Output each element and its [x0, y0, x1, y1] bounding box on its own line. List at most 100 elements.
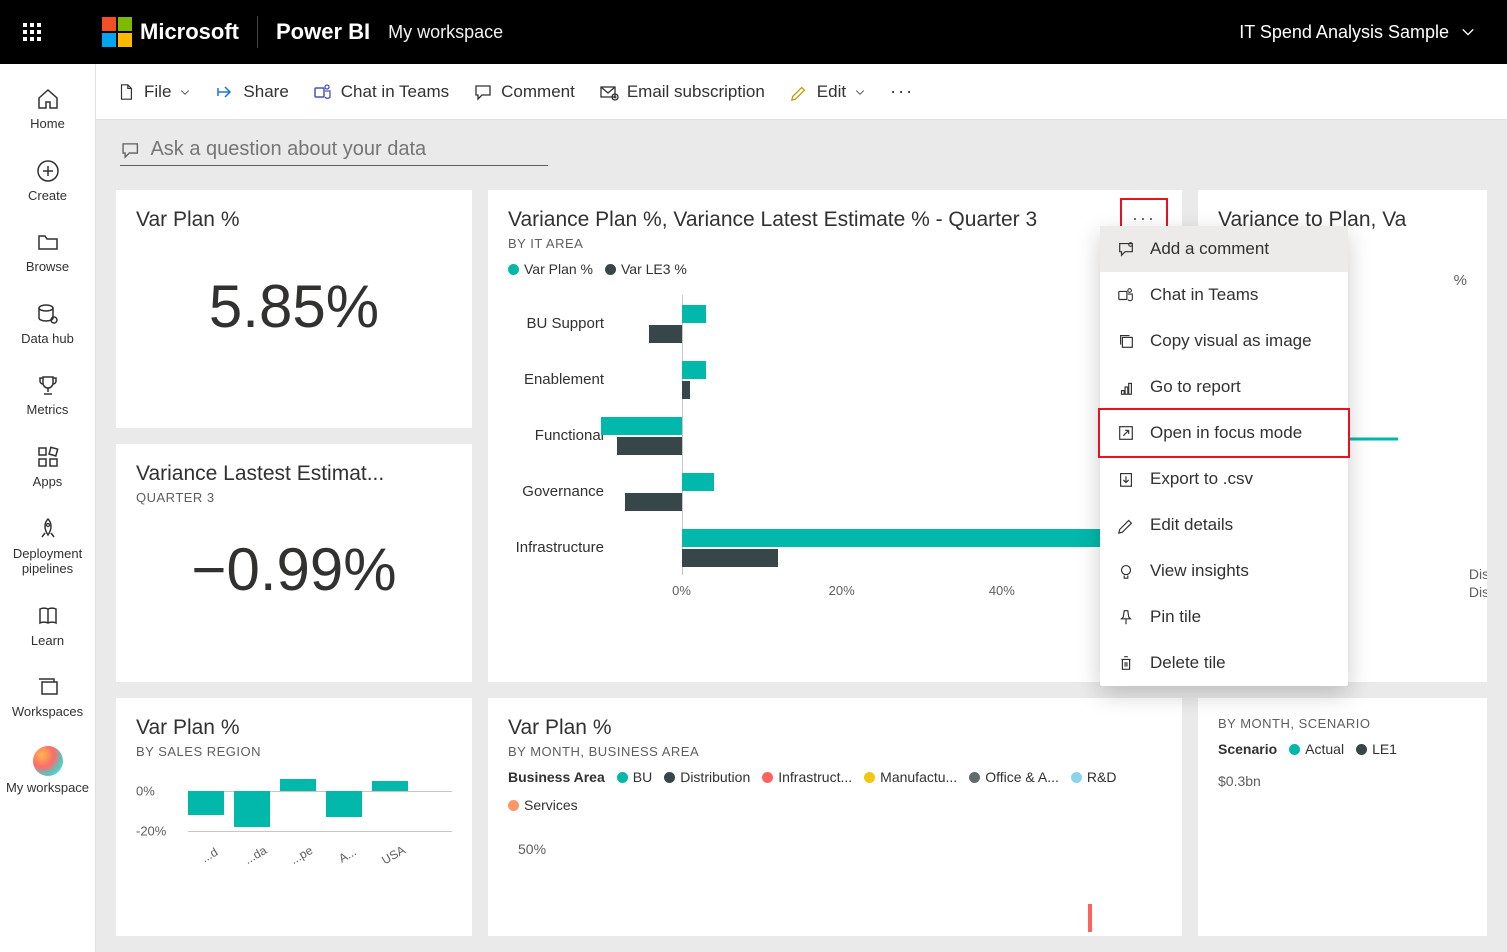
nav-workspaces[interactable]: Workspaces — [0, 670, 95, 724]
column-chart: 0%-20%...d...da...peA...USA — [136, 771, 452, 861]
top-header: Microsoft Power BI My workspace IT Spend… — [0, 0, 1507, 64]
legend-item[interactable]: Infrastruct... — [762, 769, 852, 785]
nav-learn[interactable]: Learn — [0, 599, 95, 653]
legend-item[interactable]: R&D — [1071, 769, 1117, 785]
comment-button[interactable]: Comment — [473, 82, 575, 102]
category-label: Infrastructure — [508, 539, 616, 556]
menu-item-teams[interactable]: Chat in Teams — [1100, 272, 1348, 318]
report-selector[interactable]: IT Spend Analysis Sample — [1239, 22, 1475, 43]
bar[interactable] — [682, 305, 706, 323]
nav-deployment-pipelines[interactable]: Deployment pipelines — [0, 512, 95, 581]
bar[interactable] — [617, 437, 681, 455]
report-icon — [1116, 377, 1136, 397]
menu-item-insights[interactable]: View insights — [1100, 548, 1348, 594]
qa-input-wrap[interactable] — [120, 138, 548, 166]
tile-var-plan-by-month-area[interactable]: Var Plan % BY MONTH, BUSINESS AREA Busin… — [488, 698, 1182, 936]
bar[interactable] — [625, 493, 681, 511]
nav-my-workspace[interactable]: My workspace — [0, 742, 95, 800]
chevron-down-icon — [854, 86, 866, 98]
email-subscription-button[interactable]: Email subscription — [599, 82, 765, 102]
tile-by-month-scenario[interactable]: BY MONTH, SCENARIO ScenarioActualLE1 $0.… — [1198, 698, 1487, 936]
axis-tick: ...pe — [288, 843, 315, 867]
focus-icon — [1116, 423, 1136, 443]
trophy-icon — [35, 372, 61, 398]
tile-variance-by-it-area[interactable]: ··· Variance Plan %, Variance Latest Est… — [488, 190, 1182, 682]
workspace-breadcrumb[interactable]: My workspace — [388, 22, 503, 43]
app-launcher-icon[interactable] — [12, 12, 52, 52]
category-label: Governance — [508, 483, 616, 500]
chart-legend: Var Plan % Var LE3 % — [508, 261, 1162, 277]
legend-item[interactable]: Actual — [1289, 741, 1344, 757]
nav-apps[interactable]: Apps — [0, 440, 95, 494]
legend-item[interactable]: Manufactu... — [864, 769, 957, 785]
bar-row: Governance — [508, 463, 1162, 519]
chart-legend: Business AreaBUDistributionInfrastruct..… — [508, 769, 1162, 813]
legend-dot-icon — [617, 772, 628, 783]
nav-data-hub[interactable]: Data hub — [0, 297, 95, 351]
bar[interactable] — [280, 779, 316, 791]
legend-item[interactable]: Var Plan % — [508, 261, 593, 277]
tile-var-plan-pct[interactable]: Var Plan % 5.85% — [116, 190, 472, 428]
microsoft-logo[interactable]: Microsoft — [102, 17, 239, 47]
tile-subtitle: BY MONTH, SCENARIO — [1218, 716, 1467, 731]
axis-tick: 40% — [989, 583, 1015, 598]
main-content: File Share Chat in Teams Comment Email s… — [96, 64, 1507, 952]
delete-icon — [1116, 653, 1136, 673]
menu-item-delete[interactable]: Delete tile — [1100, 640, 1348, 686]
file-menu[interactable]: File — [116, 82, 191, 102]
legend-item[interactable]: Distribution — [664, 769, 750, 785]
header-divider — [257, 16, 258, 48]
legend-fragment: Dist — [1469, 584, 1487, 600]
bar[interactable] — [682, 549, 778, 567]
bar[interactable] — [188, 791, 224, 815]
bar-row: BU Support — [508, 295, 1162, 351]
legend-fragment: Dist — [1469, 566, 1487, 582]
plus-circle-icon — [35, 158, 61, 184]
legend-item[interactable]: BU — [617, 769, 652, 785]
bar[interactable] — [682, 361, 706, 379]
bar[interactable] — [372, 781, 408, 791]
folder-icon — [35, 229, 61, 255]
legend-item[interactable]: Office & A... — [969, 769, 1059, 785]
rocket-icon — [35, 516, 61, 542]
menu-item-pin[interactable]: Pin tile — [1100, 594, 1348, 640]
menu-item-copy[interactable]: Copy visual as image — [1100, 318, 1348, 364]
edit-button[interactable]: Edit — [789, 82, 866, 102]
tile-variance-le[interactable]: Variance Lastest Estimat... QUARTER 3 −0… — [116, 444, 472, 682]
menu-item-edit[interactable]: Edit details — [1100, 502, 1348, 548]
y-axis-label: $0.3bn — [1218, 773, 1467, 789]
bar[interactable] — [601, 417, 681, 435]
menu-item-report[interactable]: Go to report — [1100, 364, 1348, 410]
nav-browse[interactable]: Browse — [0, 225, 95, 279]
tile-title: Var Plan % — [136, 208, 452, 232]
menu-item-export[interactable]: Export to .csv — [1100, 456, 1348, 502]
nav-create[interactable]: Create — [0, 154, 95, 208]
qa-input[interactable] — [150, 138, 548, 161]
share-button[interactable]: Share — [215, 82, 288, 102]
chat-teams-button[interactable]: Chat in Teams — [313, 82, 449, 102]
legend-item[interactable]: LE1 — [1356, 741, 1397, 757]
bar[interactable] — [326, 791, 362, 817]
nav-metrics[interactable]: Metrics — [0, 368, 95, 422]
app-name[interactable]: Power BI — [276, 19, 370, 45]
tile-var-plan-by-region[interactable]: Var Plan % BY SALES REGION 0%-20%...d...… — [116, 698, 472, 936]
menu-item-comment[interactable]: Add a comment — [1100, 226, 1348, 272]
left-nav: Home Create Browse Data hub Metrics Apps… — [0, 64, 96, 952]
insights-icon — [1116, 561, 1136, 581]
legend-item[interactable]: Var LE3 % — [605, 261, 687, 277]
axis-tick: 0% — [136, 784, 155, 799]
bar[interactable] — [682, 473, 714, 491]
chevron-down-icon — [179, 86, 191, 98]
toolbar-more-button[interactable]: ··· — [890, 81, 914, 102]
bar[interactable] — [234, 791, 270, 827]
nav-home[interactable]: Home — [0, 82, 95, 136]
bar[interactable] — [682, 381, 690, 399]
menu-item-focus[interactable]: Open in focus mode — [1098, 408, 1350, 458]
legend-item[interactable]: Services — [508, 797, 578, 813]
qa-bar — [96, 120, 1507, 174]
bar[interactable] — [682, 529, 1122, 547]
bar-row: Infrastructure — [508, 519, 1162, 575]
edit-icon — [1116, 515, 1136, 535]
bar[interactable] — [649, 325, 681, 343]
chart-legend: ScenarioActualLE1 — [1218, 741, 1467, 757]
